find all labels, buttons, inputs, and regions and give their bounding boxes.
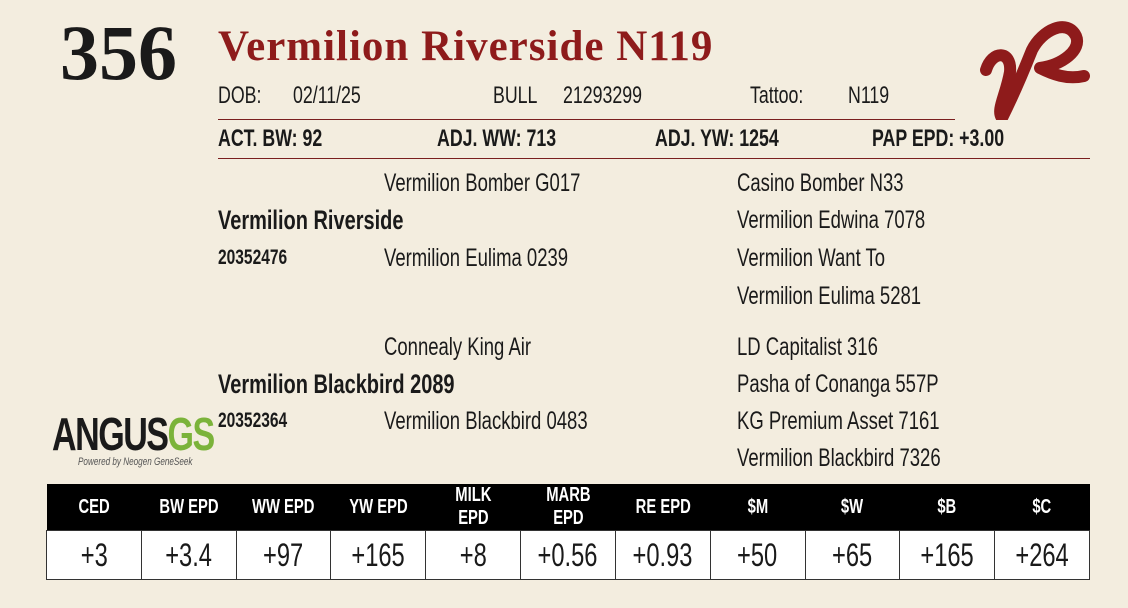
epd-header: MILK EPD [455,484,492,529]
dam-dam: Vermilion Blackbird 0483 [384,407,588,435]
epd-value: +165 [920,536,974,573]
epd-header-cell: $C [994,484,1090,531]
grandparent: Pasha of Conanga 557P [737,370,939,398]
epd-header-cell: YW EPD [330,484,426,531]
epd-header: WW EPD [252,495,315,518]
dob: 02/11/25 [293,82,361,109]
epd-value-cell: +0.93 [614,530,711,580]
divider [218,119,955,120]
epd-value: +264 [1015,536,1069,573]
epd-header-cell: WW EPD [236,484,331,531]
epd-value-cell: +3 [46,530,142,580]
epd-header: CED [78,495,110,518]
epd-value-cell: +97 [235,530,332,580]
value-row: +3 +3.4 +97 +165 +8 +0.56 +0.93 +50 +65 +165 +264 [46,530,1090,580]
epd-value-cell: +0.56 [520,530,616,580]
epd-header: RE EPD [635,495,691,518]
epd-value-cell: +165 [899,530,996,580]
epd-value-cell: +50 [709,530,806,580]
angus-logo: ANGUSGS [52,408,216,460]
epd-header: $B [937,495,957,518]
epd-header: $C [1032,495,1052,518]
epd-header: BW EPD [159,495,219,518]
animal-name: Vermilion Riverside N119 [218,23,714,70]
tattoo-label: Tattoo: [750,82,804,109]
epd-value: +97 [263,536,304,573]
measure: PAP EPD: +3.00 [872,125,1005,152]
logo-text: ANGUS [52,408,169,460]
grandparent: KG Premium Asset 7161 [737,407,940,435]
logo-tagline: Powered by Neogen GeneSeek [78,456,193,468]
sex: BULL [493,82,538,109]
epd-value-cell: +3.4 [140,530,237,580]
lot-number: 356 [60,9,177,96]
epd-value: +0.93 [632,536,693,573]
epd-value-cell: +8 [425,530,522,580]
grandparent: Casino Bomber N33 [737,169,904,197]
grandparent: Vermilion Eulima 5281 [737,282,922,310]
epd-header: YW EPD [349,495,408,518]
epd-header-cell: BW EPD [141,484,237,531]
epd-value: +65 [832,536,873,573]
epd-table: CED BW EPD WW EPD YW EPD MILK EPD MARB EPD RE … [46,484,1090,580]
epd-value-cell: +65 [804,530,901,580]
epd-header: MARB EPD [545,484,591,529]
tattoo: N119 [848,82,890,109]
measure: ADJ. YW: 1254 [655,125,779,152]
grandparent: LD Capitalist 316 [737,333,878,361]
epd-header-cell: $M [710,484,805,531]
epd-header-cell: MARB EPD [520,484,616,531]
epd-value: +3.4 [165,536,213,573]
epd-value-cell: +165 [330,530,427,580]
dam-name: Vermilion Blackbird 2089 [218,369,455,399]
grandparent: Vermilion Edwina 7078 [737,206,926,234]
epd-header-cell: CED [46,484,142,531]
grandparent: Vermilion Want To [737,244,886,272]
dam-reg: 20352364 [218,409,288,432]
sire-reg: 20352476 [218,246,288,269]
epd-header: $M [747,495,768,518]
epd-value: +50 [737,536,778,573]
epd-header-cell: $W [805,484,900,531]
dob-label: DOB: [218,82,262,109]
epd-value: +0.56 [538,536,598,573]
sire-dam: Vermilion Eulima 0239 [384,244,569,272]
epd-value-cell: +264 [994,530,1090,580]
measure: ADJ. WW: 713 [437,125,557,152]
epd-value: +165 [351,536,406,573]
epd-header-cell: RE EPD [615,484,711,531]
dam-sire: Connealy King Air [384,333,532,361]
epd-header: $W [841,495,864,518]
epd-value: +8 [459,536,487,573]
header-row: CED BW EPD WW EPD YW EPD MILK EPD MARB EPD RE … [46,484,1090,531]
grandparent: Vermilion Blackbird 7326 [737,444,941,472]
sire-name: Vermilion Riverside [218,205,404,235]
registration: 21293299 [563,82,643,109]
sire-sire: Vermilion Bomber G017 [384,169,581,197]
epd-header-cell: $B [899,484,995,531]
divider [218,158,1090,159]
measure: ACT. BW: 92 [218,125,323,152]
logo-text: GS [167,408,216,460]
epd-value: +3 [80,536,108,573]
epd-header-cell: MILK EPD [425,484,521,531]
brand-logo [980,21,1090,120]
